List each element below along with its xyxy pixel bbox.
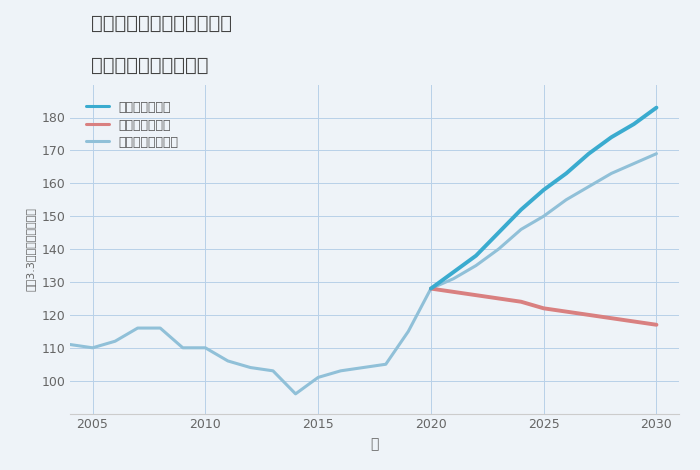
ノーマルシナリオ (494, 246, 503, 252)
Text: 中古戸建ての価格推移: 中古戸建ての価格推移 (91, 56, 209, 75)
X-axis label: 年: 年 (370, 437, 379, 451)
グッドシナリオ (449, 269, 458, 275)
バッドシナリオ (607, 315, 615, 321)
ノーマルシナリオ (540, 213, 548, 219)
バッドシナリオ (494, 296, 503, 301)
ノーマルシナリオ (472, 263, 480, 268)
グッドシナリオ (584, 151, 593, 157)
バッドシナリオ (652, 322, 661, 328)
バッドシナリオ (630, 319, 638, 324)
グッドシナリオ (607, 134, 615, 140)
バッドシナリオ (540, 306, 548, 311)
バッドシナリオ (449, 289, 458, 295)
グッドシナリオ (427, 286, 435, 291)
ノーマルシナリオ (652, 151, 661, 157)
グッドシナリオ (472, 253, 480, 258)
ノーマルシナリオ (562, 197, 570, 203)
バッドシナリオ (562, 309, 570, 314)
Line: グッドシナリオ: グッドシナリオ (431, 108, 657, 289)
グッドシナリオ (652, 105, 661, 110)
ノーマルシナリオ (427, 286, 435, 291)
Y-axis label: 坪（3.3㎡）単価（万円）: 坪（3.3㎡）単価（万円） (26, 207, 36, 291)
ノーマルシナリオ (449, 276, 458, 282)
グッドシナリオ (630, 121, 638, 127)
Line: ノーマルシナリオ: ノーマルシナリオ (431, 154, 657, 289)
ノーマルシナリオ (517, 227, 525, 232)
バッドシナリオ (584, 312, 593, 318)
Line: バッドシナリオ: バッドシナリオ (431, 289, 657, 325)
グッドシナリオ (562, 171, 570, 176)
バッドシナリオ (517, 299, 525, 305)
バッドシナリオ (427, 286, 435, 291)
ノーマルシナリオ (584, 184, 593, 189)
グッドシナリオ (517, 207, 525, 212)
グッドシナリオ (494, 230, 503, 235)
ノーマルシナリオ (630, 161, 638, 166)
バッドシナリオ (472, 292, 480, 298)
Text: 兵庫県西宮市今津山中町の: 兵庫県西宮市今津山中町の (91, 14, 232, 33)
ノーマルシナリオ (607, 171, 615, 176)
グッドシナリオ (540, 187, 548, 193)
Legend: グッドシナリオ, バッドシナリオ, ノーマルシナリオ: グッドシナリオ, バッドシナリオ, ノーマルシナリオ (83, 97, 182, 153)
